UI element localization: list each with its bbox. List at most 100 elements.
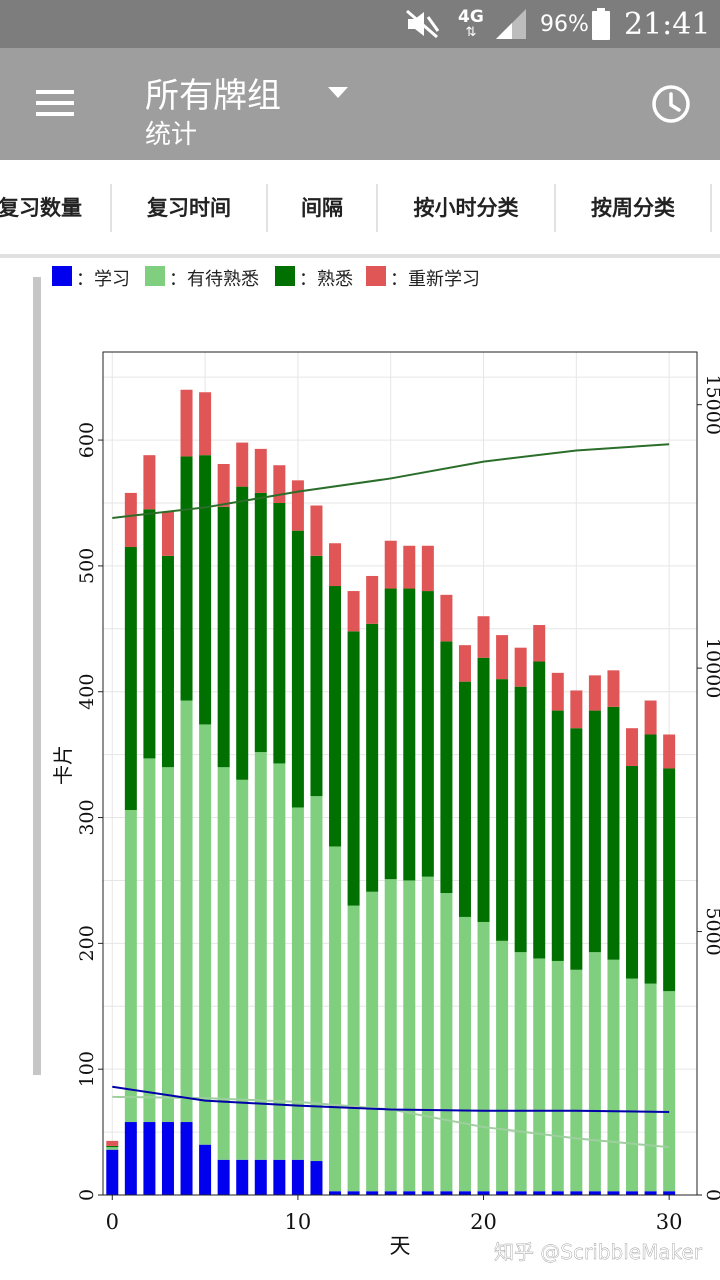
bar-2-3 — [161, 555, 174, 768]
menu-icon[interactable] — [36, 87, 76, 121]
bar-2-29 — [644, 734, 657, 984]
chart-lines — [112, 443, 670, 1149]
bar-2-7 — [236, 486, 249, 780]
bar-2-5 — [199, 455, 212, 725]
bar-1-10 — [291, 807, 304, 1160]
clock-time: 21:41 — [624, 6, 711, 42]
bar-2-12 — [329, 586, 342, 847]
bar-3-15 — [384, 540, 397, 589]
tab-by-week[interactable]: 按周分类 — [591, 195, 675, 220]
bar-3-5 — [199, 392, 212, 456]
tab-review-time[interactable]: 复习时间 — [147, 195, 231, 220]
bar-1-20 — [477, 921, 490, 1192]
bar-3-22 — [514, 647, 527, 687]
bar-1-28 — [626, 978, 639, 1192]
bar-2-8 — [254, 492, 267, 753]
bar-2-26 — [588, 710, 601, 953]
bar-1-1 — [124, 809, 137, 1123]
bar-3-12 — [329, 543, 342, 587]
y-tick-label: 500 — [76, 548, 98, 584]
bar-1-25 — [570, 969, 583, 1192]
bar-0-27 — [607, 1191, 620, 1195]
bar-3-2 — [143, 455, 156, 510]
vertical-scrollbar[interactable] — [33, 277, 41, 1075]
y-tick-label: 300 — [76, 799, 98, 835]
chart-legend: ：学习 ：有待熟悉 ：熟悉 ：重新学习 — [52, 266, 480, 290]
legend-swatch-1 — [145, 266, 165, 286]
bar-0-8 — [254, 1159, 267, 1195]
bar-1-5 — [199, 724, 212, 1145]
bar-3-10 — [291, 480, 304, 531]
bar-2-21 — [496, 679, 509, 941]
bar-2-15 — [384, 588, 397, 880]
battery-percent: 96% — [540, 11, 589, 37]
y2-tick-label: 0 — [702, 1189, 720, 1201]
bar-0-15 — [384, 1191, 397, 1195]
y-tick-label: 600 — [76, 422, 98, 458]
bar-3-20 — [477, 616, 490, 658]
bar-1-18 — [440, 893, 453, 1192]
bar-1-2 — [143, 758, 156, 1123]
bar-2-2 — [143, 509, 156, 759]
bar-3-21 — [496, 635, 509, 680]
legend-label-3: ：重新学习 — [390, 269, 480, 290]
bar-0-11 — [310, 1161, 323, 1195]
bar-0-18 — [440, 1191, 453, 1195]
bar-3-11 — [310, 505, 323, 556]
network-type: 4G — [458, 7, 484, 27]
bar-1-21 — [496, 940, 509, 1192]
bar-3-30 — [663, 734, 676, 769]
tab-by-hour[interactable]: 按小时分类 — [413, 195, 519, 220]
signal-icon — [494, 0, 528, 48]
bar-2-18 — [440, 641, 453, 894]
bar-2-11 — [310, 555, 323, 797]
bar-0-21 — [496, 1191, 509, 1195]
bar-2-17 — [421, 591, 434, 877]
plot-frame — [102, 351, 698, 1196]
bar-0-9 — [273, 1159, 286, 1195]
bar-1-15 — [384, 879, 397, 1192]
bar-3-23 — [533, 625, 546, 662]
legend-swatch-0 — [52, 266, 72, 286]
x-tick-label: 0 — [106, 1210, 119, 1234]
review-count-chart: 0 100 200 300 400 500 600 0 5000 10000 15000 0 10 20 3… — [51, 266, 720, 1264]
bar-1-16 — [403, 880, 416, 1192]
bar-0-24 — [551, 1191, 564, 1195]
bar-1-7 — [236, 779, 249, 1160]
bar-3-13 — [347, 591, 360, 632]
bar-0-19 — [458, 1191, 471, 1195]
tab-strip: 复习数量 复习时间 间隔 按小时分类 按周分类 — [0, 160, 720, 258]
bar-1-29 — [644, 983, 657, 1192]
bar-3-0 — [106, 1140, 119, 1146]
bar-0-2 — [143, 1122, 156, 1195]
clock-icon[interactable] — [650, 83, 692, 129]
series-line-2 — [112, 1085, 670, 1113]
y-axis-label: 卡片 — [51, 745, 75, 785]
bar-3-26 — [588, 675, 601, 711]
bar-3-7 — [236, 442, 249, 487]
y-tick-label: 0 — [76, 1189, 98, 1201]
bar-2-24 — [551, 710, 564, 961]
tab-interval[interactable]: 间隔 — [301, 195, 343, 220]
page-title[interactable]: 所有牌组 — [145, 76, 281, 116]
bar-0-26 — [588, 1191, 601, 1195]
dropdown-caret-icon[interactable] — [328, 84, 348, 103]
bar-2-30 — [663, 768, 676, 992]
tab-review-count[interactable]: 复习数量 — [0, 195, 82, 220]
x-tick-label: 10 — [285, 1210, 312, 1234]
bar-2-0 — [106, 1145, 119, 1148]
bar-1-22 — [514, 952, 527, 1192]
legend-swatch-2 — [275, 266, 295, 286]
bar-3-16 — [403, 545, 416, 589]
bar-1-30 — [663, 991, 676, 1192]
legend-label-1: ：有待熟悉 — [169, 269, 259, 290]
bar-2-10 — [291, 530, 304, 808]
bar-1-11 — [310, 796, 323, 1162]
bar-2-1 — [124, 547, 137, 810]
x-axis-label: 天 — [390, 1234, 411, 1258]
network-indicator: 4G ⇅ — [458, 0, 484, 48]
bar-0-23 — [533, 1191, 546, 1195]
legend-label-0: ：学习 — [76, 269, 130, 290]
mute-icon — [404, 0, 440, 48]
bar-2-9 — [273, 502, 286, 764]
